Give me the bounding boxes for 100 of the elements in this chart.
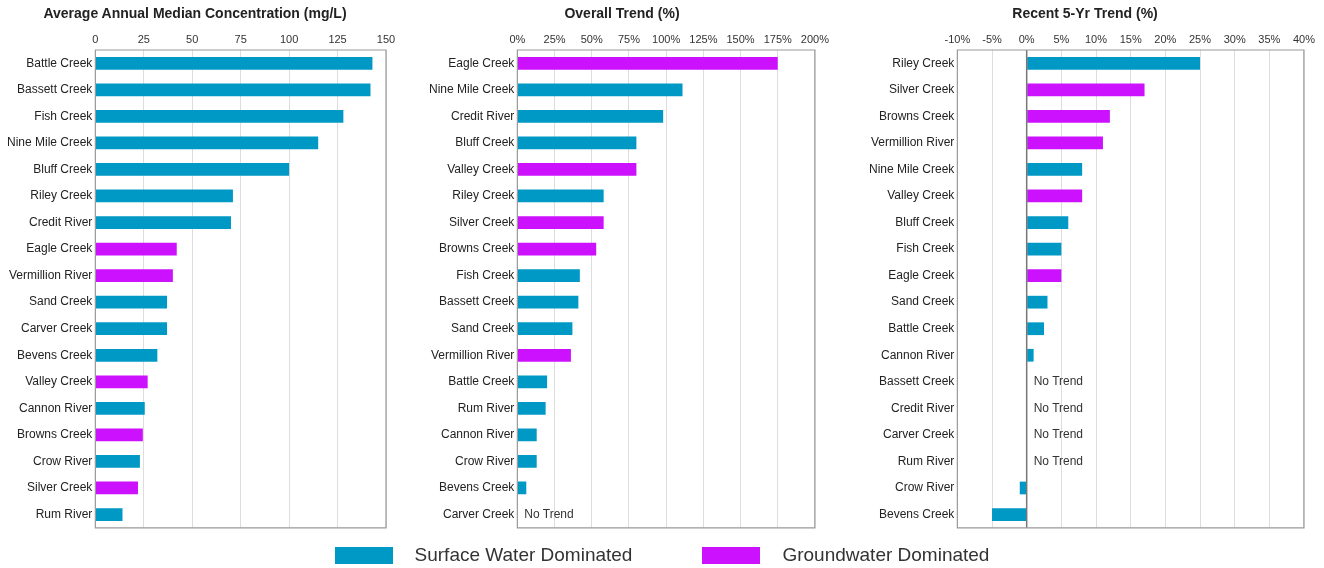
bar: [95, 216, 231, 229]
bar: [95, 189, 233, 203]
bar: [95, 136, 319, 150]
annotation: No Trend: [1033, 400, 1084, 415]
y-tick-label: Silver Creek: [889, 82, 956, 97]
bar: [517, 242, 597, 256]
chart-title: Overall Trend (%): [564, 5, 680, 22]
y-tick-label: Fish Creek: [896, 241, 956, 256]
bar: [95, 56, 373, 70]
bar: [517, 269, 580, 282]
bar: [95, 109, 344, 123]
bar: [95, 401, 145, 415]
bar: [95, 322, 168, 336]
bar: [95, 348, 158, 362]
y-tick-label: Carver Creek: [883, 427, 956, 442]
bar: [517, 83, 683, 97]
bar: [1027, 348, 1034, 362]
bar: [95, 508, 123, 521]
x-tick-label: 175%: [763, 33, 793, 46]
y-tick-label: Bevens Creek: [878, 506, 956, 521]
bar: [95, 163, 290, 176]
bar: [95, 375, 148, 389]
x-tick-label: 200%: [800, 33, 830, 46]
annotation: No Trend: [1033, 374, 1084, 389]
x-tick-label: 75: [234, 33, 247, 46]
x-tick-label: 75%: [617, 33, 641, 46]
y-tick-label: Browns Creek: [439, 241, 516, 256]
x-tick-label: 35%: [1258, 33, 1281, 46]
y-tick-label: Nine Mile Creek: [869, 161, 956, 176]
y-tick-label: Bluff Creek: [895, 214, 956, 229]
legend-label: Surface Water Dominated: [414, 544, 633, 566]
bar: [517, 322, 573, 336]
bar: [1027, 242, 1062, 256]
y-tick-label: Silver Creek: [449, 214, 516, 229]
x-tick-label: 15%: [1119, 33, 1142, 46]
bar: [517, 56, 778, 70]
x-tick-label: 25%: [543, 33, 566, 46]
annotation: No Trend: [1033, 453, 1084, 468]
y-tick-label: Valley Creek: [447, 161, 516, 176]
bar: [517, 216, 604, 229]
y-tick-label: Eagle Creek: [26, 241, 94, 256]
chart-title: Recent 5-Yr Trend (%): [1012, 5, 1158, 22]
y-tick-label: Credit River: [891, 400, 955, 415]
bar: [1027, 189, 1083, 203]
bar: [1027, 269, 1062, 282]
x-tick-label: -10%: [944, 33, 971, 46]
x-tick-label: 125%: [689, 33, 718, 46]
y-tick-label: Bevens Creek: [438, 480, 516, 495]
x-tick-label: 25: [137, 33, 150, 46]
x-tick-label: 150: [376, 33, 396, 46]
bar: [517, 481, 527, 495]
x-tick-label: 5%: [1053, 33, 1070, 46]
y-tick-label: Silver Creek: [27, 480, 94, 495]
bar: [517, 163, 637, 176]
y-tick-label: Riley Creek: [452, 188, 516, 203]
bar: [1027, 295, 1048, 309]
bar: [517, 401, 546, 415]
x-tick-label: 10%: [1085, 33, 1108, 46]
y-tick-label: Nine Mile Creek: [429, 82, 516, 97]
bar: [95, 481, 138, 495]
y-tick-label: Bluff Creek: [455, 135, 516, 150]
y-tick-label: Sand Creek: [890, 294, 956, 309]
x-tick-label: -5%: [982, 33, 1003, 46]
x-tick-label: 50%: [580, 33, 603, 46]
y-tick-label: Crow River: [33, 453, 93, 468]
y-tick-label: Carver Creek: [443, 506, 516, 521]
y-tick-label: Fish Creek: [456, 267, 516, 282]
y-tick-label: Rum River: [897, 453, 955, 468]
bar: [517, 295, 579, 309]
bar: [517, 455, 537, 468]
x-tick-label: 20%: [1154, 33, 1177, 46]
y-tick-label: Bevens Creek: [16, 347, 94, 362]
y-tick-label: Eagle Creek: [448, 55, 516, 70]
x-tick-label: 50: [186, 33, 199, 46]
x-tick-label: 30%: [1223, 33, 1246, 46]
x-tick-label: 0: [92, 33, 99, 46]
y-tick-label: Browns Creek: [17, 427, 94, 442]
bar: [517, 109, 664, 123]
bar: [1027, 163, 1083, 176]
bar: [992, 508, 1027, 521]
bar: [95, 269, 173, 282]
bar: [1027, 83, 1145, 97]
bar: [1027, 216, 1069, 229]
x-tick-label: 0%: [1018, 33, 1035, 46]
y-tick-label: Battle Creek: [448, 374, 516, 389]
y-tick-label: Valley Creek: [25, 374, 94, 389]
x-tick-label: 25%: [1188, 33, 1212, 46]
y-tick-label: Credit River: [451, 108, 515, 123]
y-tick-label: Cannon River: [18, 400, 93, 415]
bar: [1027, 136, 1103, 150]
y-tick-label: Vermillion River: [9, 267, 93, 282]
bar: [517, 375, 548, 389]
annotation: No Trend: [1033, 427, 1084, 442]
y-tick-label: Rum River: [35, 506, 93, 521]
bar: [95, 242, 177, 256]
bar: [1027, 322, 1045, 336]
y-tick-label: Sand Creek: [28, 294, 94, 309]
y-tick-label: Bassett Creek: [878, 374, 956, 389]
y-tick-label: Crow River: [895, 480, 955, 495]
y-tick-label: Vermillion River: [871, 135, 955, 150]
